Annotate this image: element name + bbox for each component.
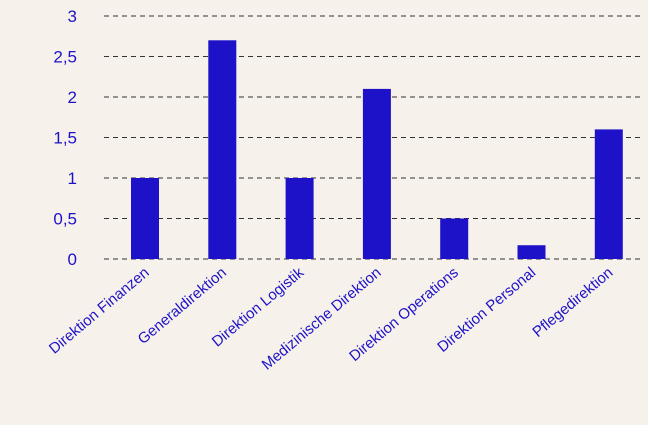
y-tick-label: 0 (68, 250, 77, 269)
y-tick-label: 0,5 (53, 210, 77, 229)
bar (517, 245, 546, 259)
bar (131, 178, 159, 259)
y-tick-label: 2 (68, 88, 77, 107)
bar (362, 88, 391, 260)
y-tick-label: 1 (68, 169, 77, 188)
y-tick-label: 2,5 (53, 48, 77, 67)
y-tick-label: 1,5 (53, 129, 77, 148)
bar (285, 178, 314, 259)
bar (208, 40, 237, 259)
y-axis-tick-labels: 0 0,5 1 1,5 2 2,5 3 (53, 7, 77, 269)
bars (131, 40, 623, 260)
bar (594, 129, 623, 259)
bar (440, 218, 469, 259)
y-tick-label: 3 (68, 7, 77, 26)
